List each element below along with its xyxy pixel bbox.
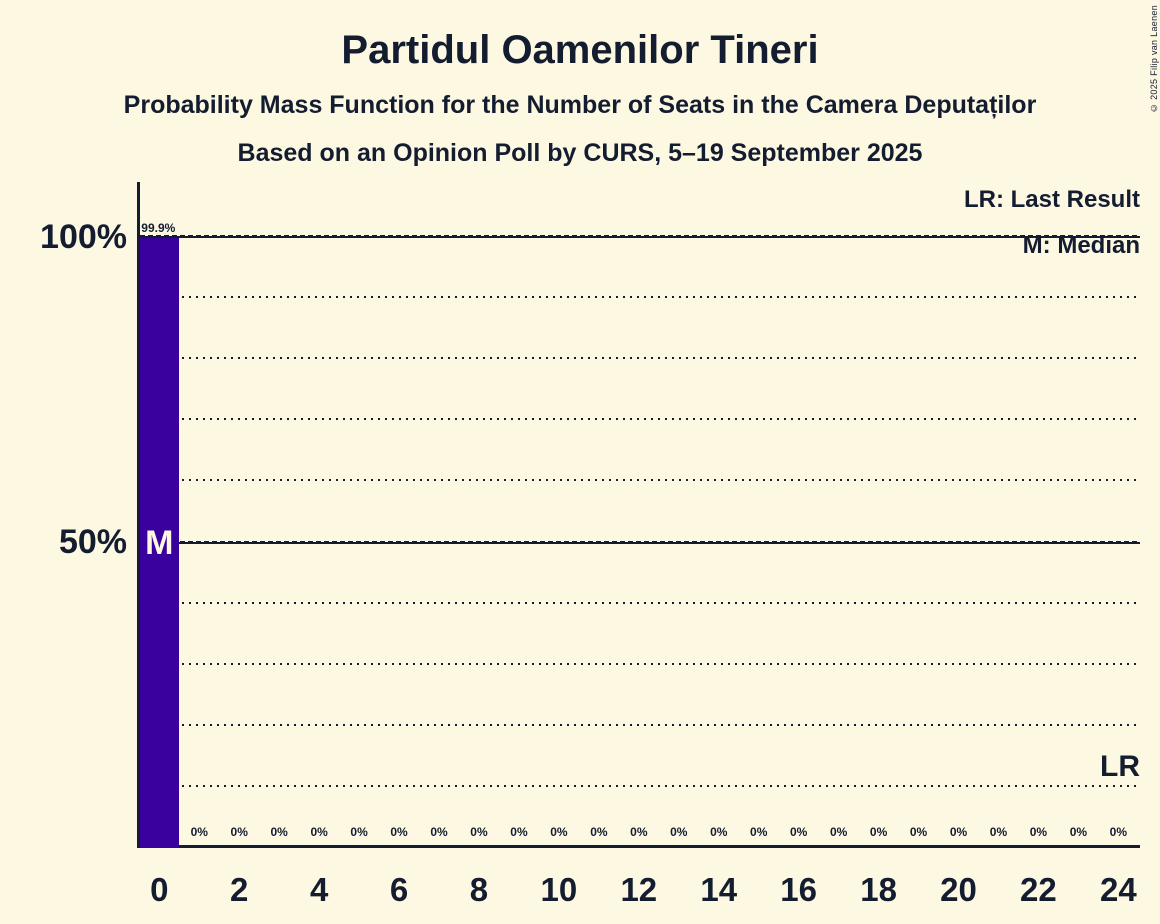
zero-percent-label-seat-15: 0%: [750, 825, 768, 839]
bar-value-label-seat-0: 99.9%: [141, 220, 176, 235]
zero-percent-label-seat-21: 0%: [989, 825, 1008, 839]
zero-percent-label-seat-4: 0%: [310, 825, 328, 839]
zero-percent-label-seat-10: 0%: [550, 825, 568, 839]
zero-percent-label-seat-2: 0%: [230, 825, 248, 839]
x-tick-label-12: 12: [620, 871, 658, 908]
median-marker-label: M: [145, 523, 174, 562]
x-tick-label-0: 0: [150, 871, 169, 908]
gridline-70pct: [140, 418, 1140, 421]
gridline-30pct: [140, 662, 1140, 665]
gridline-40pct: [140, 601, 1140, 604]
gridline-60pct: [140, 479, 1140, 482]
y-axis-line: [137, 182, 140, 848]
x-tick-label-4: 4: [309, 871, 329, 908]
x-tick-label-24: 24: [1099, 871, 1137, 908]
y-axis-label-50: 50%: [58, 523, 127, 561]
chart-subtitle: Probability Mass Function for the Number…: [123, 91, 1037, 119]
zero-percent-label-seat-7: 0%: [430, 825, 448, 839]
zero-percent-label-seat-9: 0%: [510, 825, 528, 839]
zero-percent-label-seat-18: 0%: [869, 825, 888, 839]
zero-percent-label-seat-1: 0%: [190, 825, 208, 839]
gridline-50pct: [140, 540, 1140, 544]
last-result-marker-label: LR: [1100, 750, 1140, 783]
gridline-80pct: [140, 357, 1140, 360]
zero-percent-label-seat-3: 0%: [270, 825, 288, 839]
x-tick-label-20: 20: [940, 871, 977, 908]
x-tick-label-16: 16: [780, 871, 818, 908]
plot-area: LR: Last Result M: Median LR 99.9% 0% 0% 0%…: [137, 182, 1140, 848]
probability-bar-seat-0: [139, 237, 179, 848]
x-tick-label-2: 2: [230, 871, 249, 908]
zero-percent-label-seat-8: 0%: [470, 825, 488, 839]
zero-percent-label-seat-20: 0%: [949, 825, 968, 839]
x-tick-label-18: 18: [860, 871, 897, 908]
legend-last-result: LR: Last Result: [963, 186, 1140, 213]
gridline-100pct: [140, 235, 1140, 238]
zero-percent-label-seat-17: 0%: [829, 825, 848, 839]
zero-percent-label-seat-22: 0%: [1029, 825, 1048, 839]
x-axis-line: [137, 845, 1140, 848]
x-tick-label-22: 22: [1020, 871, 1057, 908]
x-tick-label-8: 8: [469, 871, 489, 908]
y-axis-label-100: 100%: [40, 218, 127, 256]
zero-percent-label-seat-16: 0%: [789, 825, 808, 839]
x-tick-label-6: 6: [389, 871, 409, 908]
page-title: Partidul Oamenilor Tineri: [341, 28, 819, 72]
gridline-90pct: [140, 296, 1140, 299]
zero-percent-label-seat-14: 0%: [710, 825, 728, 839]
zero-percent-label-seat-6: 0%: [390, 825, 408, 839]
zero-percent-label-seat-5: 0%: [350, 825, 368, 839]
poll-source-line: Based on an Opinion Poll by CURS, 5–19 S…: [237, 139, 923, 167]
gridline-20pct: [140, 723, 1140, 726]
gridline-10pct: [140, 784, 1140, 787]
zero-percent-label-seat-12: 0%: [630, 825, 648, 839]
zero-percent-label-seat-11: 0%: [590, 825, 608, 839]
x-tick-label-10: 10: [540, 871, 578, 908]
zero-percent-label-seat-13: 0%: [670, 825, 688, 839]
zero-percent-label-seat-19: 0%: [909, 825, 928, 839]
zero-percent-label-seat-23: 0%: [1069, 825, 1088, 839]
copyright-notice: © 2025 Filip van Laenen: [1149, 5, 1159, 113]
x-tick-label-14: 14: [700, 871, 738, 908]
zero-percent-label-seat-24: 0%: [1109, 825, 1127, 839]
